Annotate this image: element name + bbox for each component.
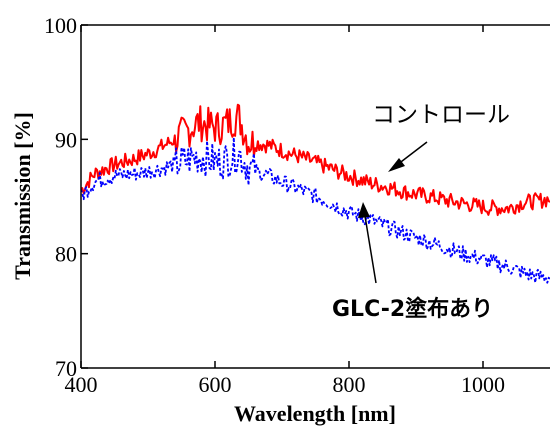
annotation-control-arrowhead <box>388 158 405 172</box>
axes-layer <box>80 24 550 369</box>
series-line-1 <box>81 103 550 217</box>
y-tick-label: 80 <box>55 242 77 267</box>
y-tick-label: 90 <box>55 127 77 152</box>
annotation-glc2-arrow <box>363 209 377 284</box>
x-tick-label: 1000 <box>461 372 505 397</box>
y-axis-title: Transmission [%] <box>10 112 35 280</box>
series-line-2 <box>81 136 550 284</box>
annotation-glc2-arrowhead <box>358 202 370 218</box>
y-tick-label: 100 <box>44 13 77 38</box>
x-axis-title: Wavelength [nm] <box>234 401 396 426</box>
annotation-glc2-label: GLC-2塗布あり <box>332 296 493 322</box>
x-tick-label: 400 <box>65 372 98 397</box>
y-tick-label: 70 <box>55 356 77 381</box>
annotations: コントロール GLC-2塗布あり <box>332 102 510 322</box>
x-tick-label: 800 <box>333 372 366 397</box>
x-tick-label: 600 <box>199 372 232 397</box>
ticks-layer: 400 600 800 1000 70 80 90 100 <box>44 13 505 397</box>
series-layer <box>81 103 550 284</box>
annotation-control-label: コントロール <box>372 102 510 128</box>
